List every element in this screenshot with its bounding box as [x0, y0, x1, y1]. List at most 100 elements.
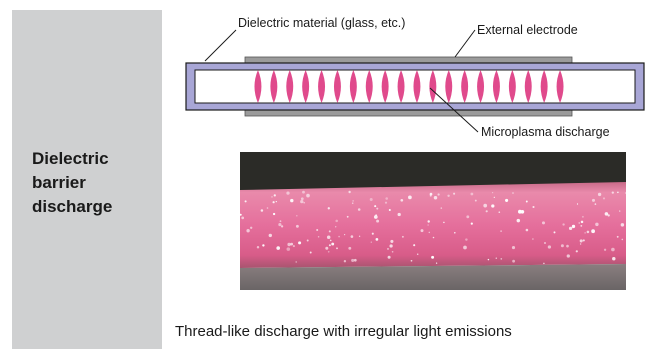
- plasma-sparkle: [562, 223, 565, 226]
- microplasma-filament: [318, 70, 326, 103]
- plasma-sparkle: [547, 245, 552, 249]
- plasma-sparkle: [487, 258, 490, 261]
- plasma-sparkle: [328, 244, 331, 247]
- plasma-sparkle: [429, 192, 433, 196]
- plasma-sparkle: [453, 192, 456, 195]
- microplasma-filament: [302, 70, 310, 103]
- microplasma-filament: [349, 70, 357, 103]
- side-panel: [12, 10, 162, 349]
- plasma-sparkle: [295, 224, 299, 228]
- plasma-sparkle: [525, 200, 528, 203]
- plasma-sparkle: [306, 193, 310, 198]
- microplasma-filament: [524, 70, 532, 103]
- plasma-sparkle: [619, 210, 621, 212]
- plasma-sparkle: [266, 207, 269, 209]
- plasma-sparkle: [369, 198, 373, 201]
- plasma-sparkle: [435, 262, 438, 264]
- plasma-sparkle: [401, 235, 404, 238]
- plasma-sparkle: [309, 251, 312, 254]
- plasma-sparkle: [358, 235, 361, 237]
- plasma-sparkle: [272, 212, 276, 216]
- plasma-sparkle: [344, 234, 346, 236]
- plasma-sparkle: [385, 197, 388, 200]
- plasma-sparkle: [329, 239, 332, 242]
- plasma-sparkle: [351, 258, 355, 262]
- plasma-sparkle: [317, 235, 320, 238]
- plasma-sparkle: [594, 203, 597, 205]
- plasma-sparkle: [432, 236, 435, 239]
- plasma-sparkle: [343, 260, 347, 263]
- plasma-sparkle: [295, 261, 297, 263]
- plasma-sparkle: [616, 235, 619, 238]
- plasma-sparkle: [465, 238, 468, 241]
- photo-background-bottom: [240, 264, 626, 290]
- plasma-sparkle: [624, 192, 626, 194]
- microplasma-filament: [556, 70, 564, 103]
- plasma-sparkle: [431, 255, 435, 259]
- plasma-sparkle: [525, 228, 529, 232]
- plasma-sparkle: [612, 256, 616, 261]
- plasma-sparkle: [433, 195, 438, 200]
- plasma-sparkle: [621, 238, 624, 241]
- plasma-sparkle: [454, 232, 456, 234]
- microplasma-filament: [286, 70, 294, 103]
- plasma-sparkle: [390, 239, 394, 243]
- plasma-sparkle: [271, 196, 273, 198]
- plasma-sparkle: [500, 230, 502, 232]
- plasma-sparkle: [491, 191, 494, 194]
- plasma-sparkle: [544, 242, 546, 244]
- plasma-sparkle: [335, 219, 338, 223]
- microplasma-filaments: [254, 70, 564, 103]
- plasma-sparkle: [532, 238, 534, 240]
- plasma-sparkle: [348, 246, 352, 250]
- plasma-sparkle: [376, 207, 379, 210]
- plasma-sparkle: [410, 259, 413, 262]
- plasma-sparkle: [495, 257, 498, 259]
- plasma-sparkle: [470, 192, 474, 196]
- plasma-sparkle: [620, 223, 625, 227]
- plasma-sparkle: [511, 246, 516, 250]
- plasma-sparkle: [437, 193, 440, 196]
- plasma-sparkle: [374, 205, 377, 208]
- plasma-sparkle: [376, 219, 380, 223]
- plasma-sparkle: [387, 255, 391, 259]
- plasma-sparkle: [351, 202, 354, 204]
- plasma-sparkle: [597, 192, 602, 197]
- plasma-sparkle: [336, 247, 338, 250]
- plasma-sparkle: [416, 253, 419, 256]
- plasma-sparkle: [493, 196, 495, 199]
- microplasma-filament: [413, 70, 421, 103]
- plasma-sparkle: [470, 222, 473, 225]
- plasma-sparkle: [370, 241, 372, 243]
- plasma-sparkle: [268, 233, 272, 238]
- plasma-sparkle: [591, 198, 596, 202]
- plasma-sparkle: [541, 221, 546, 225]
- plasma-sparkle: [440, 207, 443, 209]
- plasma-photo: [240, 152, 626, 290]
- plasma-sparkle: [287, 242, 291, 247]
- plasma-sparkle: [582, 239, 585, 242]
- plasma-sparkle: [276, 246, 280, 250]
- microplasma-filament: [477, 70, 485, 103]
- microplasma-filament: [254, 70, 262, 103]
- plasma-sparkle: [303, 201, 306, 204]
- plasma-sparkle: [428, 231, 431, 234]
- microplasma-filament: [429, 70, 437, 103]
- plasma-sparkle: [327, 250, 330, 253]
- plasma-sparkle: [420, 229, 424, 233]
- plasma-sparkle: [427, 224, 429, 226]
- microplasma-filament: [333, 70, 341, 103]
- plasma-sparkle: [300, 197, 304, 201]
- plasma-sparkle: [292, 245, 295, 248]
- microplasma-filament: [270, 70, 278, 103]
- microplasma-filament: [365, 70, 373, 103]
- plasma-sparkle: [296, 214, 298, 217]
- plasma-sparkle: [262, 244, 265, 247]
- dielectric-leader: [204, 29, 237, 62]
- plasma-sparkle: [391, 250, 394, 253]
- plasma-sparkles: [240, 190, 626, 265]
- plasma-sparkle: [500, 258, 503, 260]
- plasma-sparkle: [560, 244, 564, 248]
- plasma-sparkle: [466, 215, 470, 219]
- plasma-sparkle: [611, 191, 614, 194]
